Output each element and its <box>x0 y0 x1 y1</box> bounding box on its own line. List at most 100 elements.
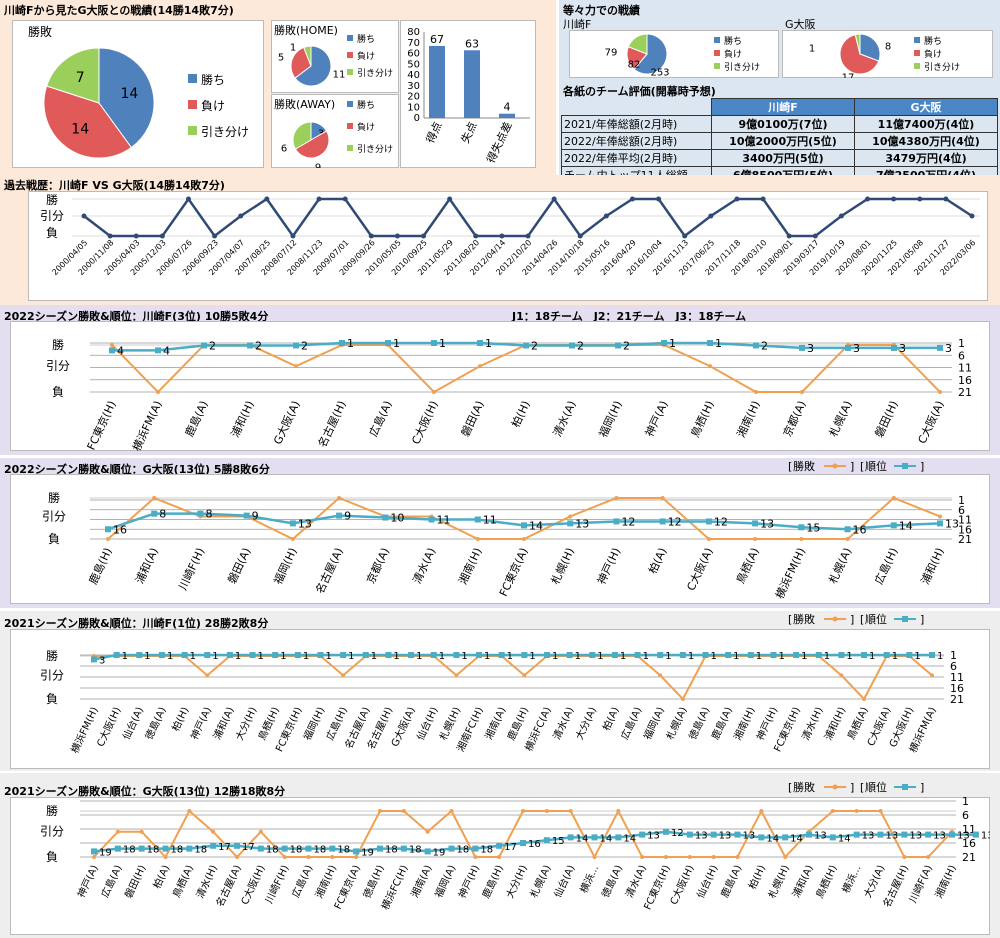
wl-point <box>115 829 120 834</box>
rank-value-label: 1 <box>144 651 150 662</box>
wl-point <box>354 855 359 859</box>
wl-point <box>290 537 295 541</box>
history-point <box>656 196 662 202</box>
wl-point <box>92 855 96 859</box>
rank-point <box>891 344 897 351</box>
rank-point <box>949 831 955 838</box>
rank-point <box>613 518 620 525</box>
wl-point <box>711 855 716 859</box>
history-point <box>708 213 714 219</box>
rank-point <box>883 652 890 658</box>
history-point <box>185 196 191 202</box>
rank-value-label: 3 <box>99 655 105 666</box>
rank-point <box>181 652 188 658</box>
rank-point <box>799 344 805 351</box>
rank-value-label: 12 <box>714 515 728 528</box>
rank-point <box>686 831 693 838</box>
cell-gosaka: 10億4380万円(4位) <box>854 132 998 150</box>
rank-point <box>782 834 789 841</box>
tou-kawasaki-label: 253 <box>650 67 669 78</box>
rank-line <box>93 830 976 853</box>
rank-value-label: 18 <box>171 845 184 856</box>
rank-point <box>210 842 217 849</box>
wl-point <box>449 809 454 813</box>
rank-value-label: 1 <box>937 651 943 662</box>
wl-axis-label: 負 <box>46 692 58 706</box>
rank-value-label: 12 <box>668 515 682 528</box>
pie-home-label: 11 <box>333 69 346 80</box>
todoroki-gosaka-label: G大阪 <box>785 18 816 31</box>
rank-axis-label: 21 <box>962 851 976 864</box>
history-point <box>760 196 766 202</box>
rank-axis-label: 16 <box>958 523 972 536</box>
legend-label: 引き分け <box>924 62 960 73</box>
bar-value-label: 63 <box>465 37 479 50</box>
season3-title: 2021シーズン勝敗&順位：川崎F(1位) 28勝2敗8分 <box>4 617 269 630</box>
wl-point <box>401 809 406 813</box>
pie-home-title: 勝敗(HOME) <box>274 23 338 37</box>
rank-point <box>752 520 759 527</box>
wl-axis-label: 引分 <box>42 509 66 523</box>
season2-title: 2022シーズン勝敗&順位：G大阪(13位) 5勝8敗6分 <box>4 463 270 476</box>
rank-point <box>753 342 759 349</box>
wl-point <box>378 809 382 813</box>
history-point <box>786 233 792 239</box>
rank-value-label: 3 <box>853 342 860 355</box>
wl-point <box>854 809 859 813</box>
rank-point <box>109 347 115 354</box>
rank-value-label: 1 <box>669 337 676 350</box>
pie-away-label: 6 <box>281 143 287 154</box>
history-point <box>159 233 165 239</box>
rank-point <box>474 516 481 523</box>
rank-value-label: 1 <box>575 651 581 662</box>
rank-value-label: 1 <box>529 651 535 662</box>
rank-point <box>138 845 145 852</box>
rank-point <box>453 652 460 658</box>
rank-value-label: 1 <box>235 651 241 662</box>
wl-point <box>306 855 311 859</box>
rank-value-label: 18 <box>314 845 327 856</box>
y-tick-label: 30 <box>407 81 420 92</box>
y-tick-label: 80 <box>407 27 420 38</box>
rank-point <box>657 652 664 658</box>
history-title: 過去戦歴：川崎F VS G大阪(14勝14敗7分) <box>4 179 225 192</box>
rank-axis-label: 6 <box>958 504 965 517</box>
rank-value-label: 2 <box>531 339 538 352</box>
rank-point <box>901 831 908 838</box>
legend-juni-marker <box>902 463 908 469</box>
wl-point <box>664 855 668 859</box>
rank-axis-label: 6 <box>962 809 969 822</box>
rank-value-label: 1 <box>258 651 264 662</box>
wl-point <box>759 809 764 813</box>
wl-point <box>614 496 619 500</box>
rank-point <box>477 340 483 346</box>
wl-axis-label: 勝 <box>52 337 64 352</box>
rank-point <box>201 342 207 349</box>
rank-value-label: 1 <box>393 337 400 350</box>
rank-point <box>702 652 709 658</box>
wl-point <box>522 537 526 541</box>
rank-point <box>272 652 279 658</box>
rank-point <box>113 652 120 658</box>
rank-point <box>243 512 250 519</box>
rank-value-label: 13 <box>945 517 959 530</box>
rank-point <box>679 652 686 658</box>
todoroki-title: 等々力での戦績 <box>563 4 640 17</box>
rank-value-label: 14 <box>790 833 803 844</box>
rank-point <box>476 652 483 658</box>
rank-point <box>725 652 732 658</box>
legend-label: 勝ち <box>357 99 375 111</box>
rank-axis-label: 16 <box>958 374 972 387</box>
row-label: 2022/年俸総額(2月時) <box>561 132 712 150</box>
legend-bracket: ] <box>920 781 924 794</box>
rank-point <box>408 652 415 658</box>
pie-away-slice <box>294 130 330 159</box>
rank-point <box>844 526 851 533</box>
rank-value-label: 18 <box>290 845 303 856</box>
rank-point <box>498 652 505 658</box>
wl-point <box>706 537 711 541</box>
rank-value-label: 1 <box>347 337 354 350</box>
rank-point <box>431 340 437 346</box>
